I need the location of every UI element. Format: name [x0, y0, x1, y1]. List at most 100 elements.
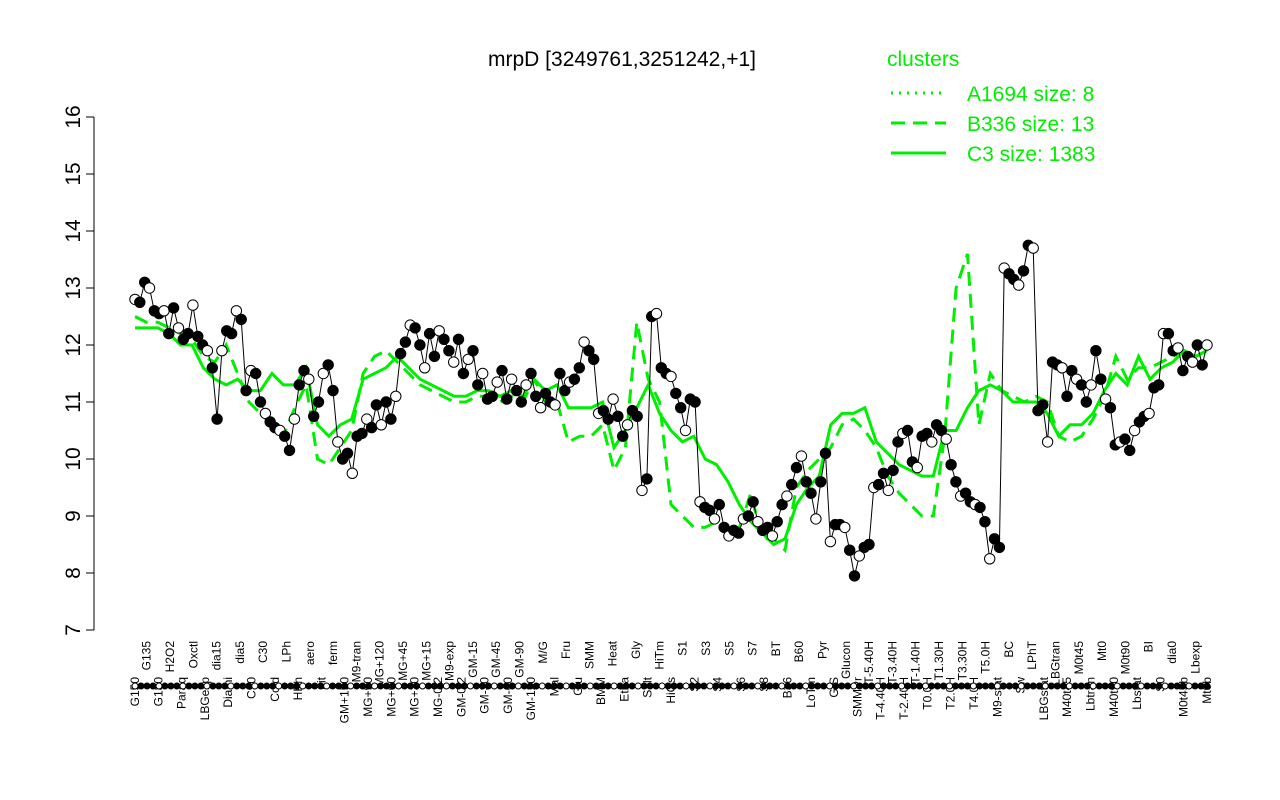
x-marker [544, 682, 552, 690]
data-point [892, 436, 904, 448]
x-marker [1029, 682, 1037, 690]
x-marker [305, 682, 313, 690]
x-marker [556, 682, 564, 690]
data-point [979, 516, 991, 528]
x-tick-label: dia5 [233, 641, 247, 664]
data-point [781, 490, 793, 502]
x-marker [1179, 682, 1187, 690]
x-marker [251, 682, 259, 690]
x-marker [742, 682, 750, 690]
x-marker [1125, 682, 1133, 690]
x-marker [203, 682, 211, 690]
data-point [394, 347, 407, 360]
legend-title: clusters [887, 48, 959, 71]
x-marker [1173, 682, 1181, 690]
data-point [332, 436, 344, 448]
x-marker [137, 682, 145, 690]
x-marker [131, 682, 139, 690]
data-point [438, 333, 450, 345]
data-point [1177, 364, 1189, 377]
data-point [1027, 242, 1039, 254]
data-point [279, 430, 291, 442]
x-marker [430, 682, 438, 690]
data-point [901, 424, 914, 437]
x-tick-label: Oxctl [186, 641, 200, 668]
data-point [1196, 359, 1208, 371]
x-marker [820, 682, 828, 690]
data-point [747, 496, 759, 508]
data-point [776, 498, 788, 511]
data-point [375, 419, 387, 431]
x-marker [622, 682, 630, 690]
data-point [839, 521, 851, 534]
x-marker [652, 682, 660, 690]
data-point [844, 544, 856, 556]
data-point [322, 359, 334, 371]
x-marker [287, 682, 295, 690]
x-marker [227, 682, 235, 690]
x-tick-label: G150 [128, 677, 142, 707]
data-point [1128, 424, 1141, 437]
x-marker [466, 682, 474, 690]
x-tick-label: Lbtran [1084, 677, 1098, 711]
data-point [134, 296, 146, 308]
data-point [370, 399, 383, 411]
data-point [452, 333, 465, 345]
data-point [308, 410, 320, 422]
data-point [1201, 339, 1213, 351]
x-marker [245, 682, 253, 690]
data-point [1037, 399, 1049, 411]
data-point [486, 390, 498, 402]
y-tick-label: 8 [62, 567, 85, 579]
data-point [853, 550, 865, 562]
x-marker [981, 682, 989, 690]
x-marker [628, 682, 636, 690]
data-point [597, 404, 610, 417]
data-point [1085, 379, 1097, 391]
x-marker [754, 682, 762, 690]
data-point [1143, 407, 1155, 420]
data-point [254, 396, 267, 408]
data-point [419, 362, 431, 374]
data-point [515, 396, 527, 408]
data-point [887, 464, 899, 477]
x-marker [730, 682, 738, 690]
data-point [631, 410, 643, 422]
x-tick-label: S3 [699, 641, 713, 656]
x-tick-label: ferm [326, 641, 340, 665]
series-line-solid [135, 326, 1208, 547]
x-marker [191, 682, 199, 690]
data-point [583, 345, 595, 357]
x-tick-label: Glucon [839, 641, 853, 679]
data-point [399, 336, 412, 348]
x-marker [538, 682, 546, 690]
x-marker [1137, 682, 1145, 690]
x-marker [766, 682, 774, 690]
x-marker [1167, 682, 1175, 690]
x-axis-ticks: G150G135G180H2O2ParaqOxctlLBGexpdia15Dia… [128, 640, 1214, 723]
x-marker [580, 682, 588, 690]
data-point [732, 527, 745, 539]
data-point [549, 399, 561, 411]
data-point [742, 510, 754, 522]
data-point [863, 538, 875, 551]
x-marker [263, 682, 271, 690]
x-marker [1107, 682, 1115, 690]
x-tick-label: MG+45 [396, 641, 410, 681]
x-marker [532, 682, 540, 690]
legend: clusters A1694 size: 8 B336 size: 13 C3 si… [887, 48, 1095, 166]
x-marker [407, 682, 414, 690]
x-marker [850, 682, 858, 690]
x-marker [946, 682, 953, 690]
x-marker [484, 682, 492, 690]
data-point [472, 379, 484, 391]
x-marker [814, 682, 822, 690]
x-tick-label: MG+120 [373, 641, 387, 688]
x-tick-label: Fru [559, 641, 573, 659]
x-marker [670, 682, 678, 690]
x-marker [898, 682, 906, 690]
x-tick-label: S7 [746, 641, 760, 656]
x-tick-label: S5 [722, 641, 736, 656]
x-marker [568, 682, 576, 690]
x-marker [377, 682, 384, 690]
